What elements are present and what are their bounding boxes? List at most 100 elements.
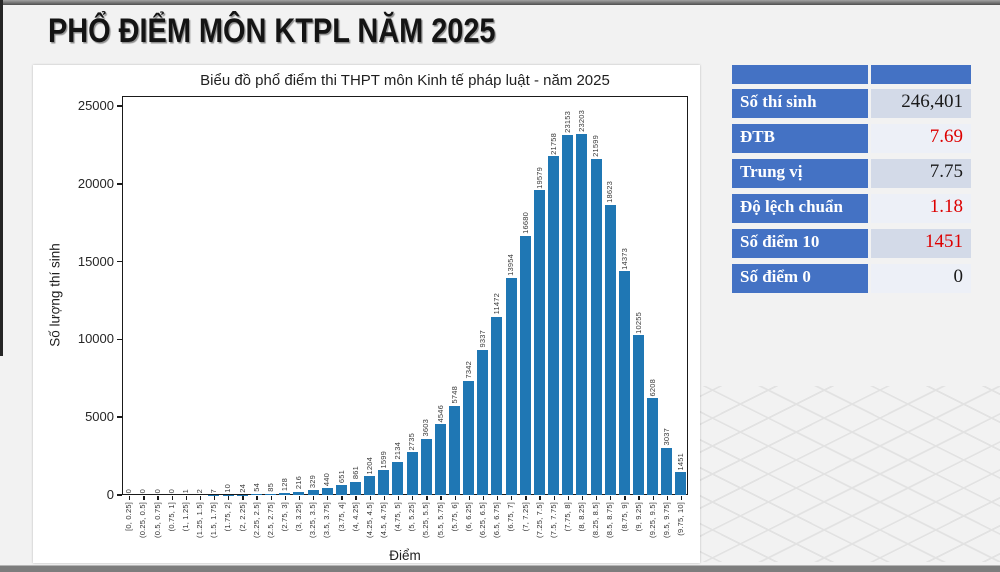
y-tick-label: 25000: [77, 98, 114, 113]
bar: [392, 461, 404, 495]
x-tick-label: [0, 0.25]: [124, 502, 134, 531]
x-tick-mark: [143, 496, 145, 500]
bar-value-label: 216: [294, 476, 304, 490]
stats-table: Số thí sinh 246,401 ĐTB 7.69 Trung vị 7.75 Độ …: [732, 65, 971, 299]
x-tick-cell: (6.5, 6.75]: [490, 502, 504, 562]
bar-slot: 6208: [646, 379, 660, 495]
x-tick-label: (6.25, 6.5]: [478, 502, 488, 538]
x-tick-mark: [313, 496, 315, 500]
table-row: Số thí sinh 246,401: [732, 89, 971, 118]
x-tick-cell: (1.25, 1.5]: [193, 502, 207, 562]
bar-slot: 24: [235, 484, 249, 495]
bar-slot: 14373: [617, 248, 631, 495]
bar: [562, 134, 574, 495]
stats-table-header-row: [732, 65, 971, 84]
bar: [335, 484, 347, 495]
bar: [420, 438, 432, 495]
y-tick-label: 10000: [77, 331, 114, 347]
x-tick-mark: [341, 496, 343, 500]
table-row-label: Số thí sinh: [732, 89, 868, 118]
bar: [265, 493, 277, 495]
bar: [661, 447, 673, 495]
x-tick-cell: (4.75, 5]: [391, 502, 405, 562]
x-tick-label: (1.25, 1.5]: [195, 502, 205, 538]
bar-value-label: 5748: [449, 386, 459, 404]
bar-slot: 4546: [433, 405, 447, 495]
bar: [590, 158, 602, 495]
bar: [463, 380, 475, 495]
x-tick-mark: [426, 496, 428, 500]
x-tick-label: (5, 5.25]: [407, 502, 417, 532]
x-tick-cell: (8.5, 8.75]: [603, 502, 617, 562]
bar-slot: 23203: [575, 110, 589, 495]
x-tick-cell: (4.5, 4.75]: [377, 502, 391, 562]
x-tick-cell: (1.5, 1.75]: [207, 502, 221, 562]
bar-slot: 18623: [603, 181, 617, 495]
bar-slot: 7342: [462, 361, 476, 495]
bar: [279, 493, 291, 495]
table-row-value: 7.69: [871, 124, 971, 153]
x-tick-mark: [270, 496, 272, 500]
x-tick-mark: [468, 496, 470, 500]
x-tick-mark: [199, 496, 202, 500]
bar: [449, 405, 460, 495]
x-tick-cell: (0.25, 0.5]: [136, 502, 150, 562]
bar-slot: 10255: [631, 312, 645, 495]
x-tick-label: (1.5, 1.75]: [209, 502, 219, 538]
x-tick-cell: (3.5, 3.75]: [320, 502, 334, 562]
bar: [250, 494, 262, 495]
x-tick-cell: (8.75, 9]: [617, 502, 631, 562]
x-tick-cell: (2.75, 3]: [278, 502, 292, 562]
y-tick-label: 5000: [85, 409, 114, 425]
x-tick-cell: (6, 6.25]: [462, 502, 476, 562]
window-top-bar: [0, 0, 1000, 5]
y-tick-mark: [117, 183, 122, 185]
x-tick-label: (1, 1.25]: [180, 502, 190, 532]
x-tick-cell: (8, 8.25]: [575, 502, 589, 562]
x-tick-label: (2.5, 2.75]: [265, 502, 275, 538]
bar-value-label: 4546: [435, 404, 445, 423]
bar-value-label: 128: [279, 477, 289, 491]
x-tick-label: (8.25, 8.5]: [591, 502, 601, 538]
x-tick-cell: (5.75, 6]: [447, 502, 461, 562]
x-tick-cell: (5.5, 5.75]: [433, 502, 447, 562]
bar-value-label: 1451: [676, 452, 686, 471]
bar: [293, 491, 305, 495]
x-tick-mark: [511, 496, 513, 500]
x-tick-label: (3.75, 4]: [336, 502, 346, 532]
x-tick-label: (6.75, 7]: [506, 502, 516, 532]
bar-slot: 861: [348, 466, 362, 495]
bar-value-label: 0: [152, 488, 162, 493]
y-tick-label: 0: [106, 487, 114, 502]
bar-value-label: 2735: [407, 432, 417, 451]
y-tick-label: 20000: [77, 175, 114, 191]
bar-value-label: 7342: [463, 361, 473, 379]
bar: [576, 134, 588, 495]
x-tick-cell: (6.25, 6.5]: [476, 502, 490, 562]
x-tick-mark: [440, 496, 442, 500]
x-tick-mark: [454, 496, 456, 500]
bar-value-label: 2: [195, 488, 205, 493]
bar-value-label: 85: [265, 482, 275, 492]
x-tick-mark: [383, 496, 386, 500]
bar-value-label: 3037: [662, 428, 671, 446]
bar-value-label: 18623: [605, 181, 615, 204]
bar-slot: 9337: [476, 330, 490, 495]
x-tick-label: (5.75, 6]: [449, 502, 459, 532]
x-tick-label: (2.25, 2.5]: [251, 502, 261, 538]
bar: [406, 452, 418, 495]
bar-value-label: 23203: [577, 110, 587, 132]
bar-value-label: 651: [336, 469, 346, 483]
x-tick-label: (4.75, 5]: [393, 502, 403, 532]
bar: [321, 488, 333, 495]
bar-value-label: 6208: [647, 378, 657, 397]
bar-slot: 3603: [419, 419, 433, 495]
bar-value-label: 13954: [506, 254, 516, 276]
x-tick-mark: [666, 496, 669, 500]
x-tick-mark: [482, 496, 485, 500]
bar-value-label: 0: [124, 488, 134, 493]
bar-value-label: 440: [322, 473, 332, 487]
x-tick-cell: (3.75, 4]: [334, 502, 348, 562]
x-tick-mark: [567, 496, 570, 500]
